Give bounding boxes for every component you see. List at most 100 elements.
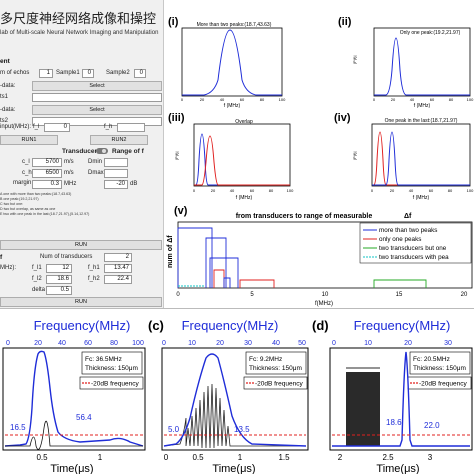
plot-iii-xlabel: f (MHz)	[236, 195, 253, 201]
plot-i-xlabel: f (MHz)	[224, 103, 241, 109]
plot-i: (i) More than two peaks:(18.7,43.63) f (…	[168, 16, 286, 109]
run-button[interactable]: RUN	[0, 240, 162, 250]
section-header-ent: ent	[0, 58, 10, 65]
f-h1-input[interactable]: 13.47	[104, 264, 132, 273]
panel-c-bottom-tick-2: 1	[238, 453, 243, 462]
plot-ii-marker: (ii)	[338, 16, 352, 28]
f-l-input[interactable]: 0	[44, 123, 70, 132]
f-h2-input[interactable]: 22.4	[104, 275, 132, 284]
panel-b-title: Frequency(MHz)	[34, 318, 131, 333]
legend-entry-1: only one peaks	[379, 236, 421, 243]
margin-input[interactable]: 0.3	[32, 180, 62, 189]
db-input[interactable]: -20	[104, 180, 128, 189]
c-h-label: c_h	[22, 170, 32, 176]
plot-v-title: from transducers to range of measurable	[236, 213, 373, 220]
legend-entry-2: two transducers but one	[379, 245, 447, 252]
select-data1-button[interactable]: Select	[32, 81, 162, 91]
panel-b-info-box	[81, 351, 143, 375]
data2-label: -data:	[0, 107, 16, 113]
select-data2-button[interactable]: Select	[32, 105, 162, 115]
panel-c-thickness: Thickness: 150μm	[249, 365, 302, 372]
plot-iv-marker: (iv)	[334, 112, 351, 124]
dmin-input[interactable]	[104, 158, 128, 167]
plot-v-legend	[359, 222, 472, 264]
plot-iv-xtick-2: 40	[409, 188, 414, 193]
panel-d-annot-left: 18.6	[386, 418, 402, 427]
panel-c-marker: (c)	[148, 318, 164, 333]
ts2-label: ts2	[0, 118, 9, 124]
num-transducers-input[interactable]: 2	[104, 253, 132, 262]
c-l-label: c_l	[22, 159, 30, 165]
num-echos-label: m of echos	[0, 70, 30, 76]
plot-i-xtick-0: 0	[181, 97, 184, 102]
plot-i-xtick-2: 40	[220, 97, 225, 102]
mode-toggle[interactable]	[96, 148, 108, 154]
plot-iv-title: One peak in the last:(18.7,21.97)	[385, 118, 458, 124]
waveform-panel-c: (c) Frequency(MHz) 0 10 20 30 40 50 Fc: …	[148, 318, 309, 474]
panel-c-fc: Fc: 9.2MHz	[249, 356, 282, 363]
plot-v-ylabel: num of Δf	[167, 235, 174, 268]
plot-v-xtick-0: 0	[176, 292, 180, 298]
legend-entry-3: two transducers with pea	[379, 254, 449, 261]
plot-iv-frame	[371, 123, 471, 187]
run-bottom-button[interactable]: RUN	[0, 297, 162, 307]
c-l-input[interactable]: 5700	[32, 158, 62, 167]
margin-label: margin	[13, 180, 32, 186]
run1-button[interactable]: RUN1	[0, 135, 58, 145]
dmax-input[interactable]	[104, 169, 128, 178]
plot-i-xtick-1: 20	[200, 97, 205, 102]
plot-v-bar-blue-3	[209, 257, 239, 288]
panel-c-top-tick-5: 50	[298, 340, 306, 347]
plot-i-xtick-5: 100	[279, 97, 286, 102]
panel-b-fc: Fc: 36.5MHz	[85, 356, 122, 363]
ts2-field[interactable]	[32, 117, 162, 126]
panel-c-spectrum	[163, 353, 307, 447]
plot-v-xlabel: f(MHz)	[315, 301, 333, 307]
panel-c-legend-text: -20dB frequency	[255, 381, 303, 388]
c-h-input[interactable]: 6500	[32, 169, 62, 178]
panel-c-info-box	[245, 351, 307, 375]
sample1-input[interactable]: 0	[82, 69, 94, 78]
plot-i-xtick-4: 80	[260, 97, 265, 102]
panel-d-top-tick-2: 20	[404, 340, 412, 347]
plot-ii-xtick-2: 40	[410, 97, 415, 102]
run2-button[interactable]: RUN2	[90, 135, 148, 145]
legend-entry-0: more than two peaks	[379, 227, 437, 234]
plot-ii-xtick-1: 20	[391, 97, 396, 102]
plot-iv-curve-red	[372, 131, 470, 186]
sample2-input[interactable]: 0	[134, 69, 146, 78]
plot-v-title-delta: Δf	[404, 213, 412, 220]
f-h-input[interactable]	[117, 123, 145, 132]
plot-ii-frame	[373, 27, 471, 97]
panel-d-thickness: Thickness: 150μm	[413, 365, 466, 372]
range-of-f-label: Range of f	[112, 148, 144, 155]
panel-d-fc: Fc: 20.5MHz	[413, 356, 450, 363]
panel-c-legend-box	[243, 376, 308, 390]
f-l1-input[interactable]: 12	[46, 264, 72, 273]
ts1-field[interactable]	[32, 93, 162, 102]
plot-iii-ylabel: |P(f)|	[174, 151, 179, 160]
c-h-unit: m/s	[64, 170, 74, 176]
plot-ii: (ii) Only one peak:(19.2,21.97) |P(f)| f…	[338, 16, 474, 109]
panel-b-bottom-tick-1: 1	[98, 453, 103, 462]
panel-b-top-tick-0: 0	[6, 340, 10, 347]
ts1-label: ts1	[0, 94, 9, 100]
panel-c-top-tick-4: 40	[272, 340, 280, 347]
plot-i-xtick-3: 60	[240, 97, 245, 102]
num-echos-input[interactable]: 1	[39, 69, 53, 78]
delta-input[interactable]: 0.5	[46, 286, 72, 295]
plot-v-xtick-2: 10	[322, 292, 329, 298]
plot-ii-xtick-4: 80	[449, 97, 454, 102]
panel-c-top-tick-0: 0	[162, 340, 166, 347]
panel-d-top-tick-0: 0	[332, 340, 336, 347]
plot-iii-curve-blue	[194, 133, 290, 186]
panel-b-top-tick-2: 40	[58, 340, 66, 347]
f-l2-input[interactable]: 18.6	[46, 275, 72, 284]
panel-d-bottom-tick-1: 2.5	[382, 453, 394, 462]
panel-d-bottom-tick-0: 2	[338, 453, 343, 462]
plot-iii-curve-red	[194, 135, 290, 186]
plot-v-xtick-3: 15	[396, 292, 403, 298]
panel-b-annot-left: 16.5	[10, 423, 26, 432]
plot-ii-xtick-3: 60	[430, 97, 435, 102]
data1-label: -data:	[0, 83, 16, 89]
